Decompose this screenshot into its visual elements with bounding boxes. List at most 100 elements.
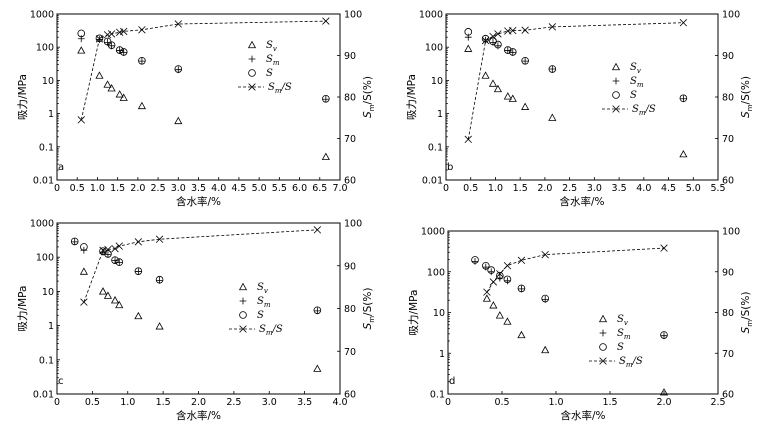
data-point-circle: [481, 261, 490, 270]
x-tick-label: 0.5: [70, 183, 85, 194]
y2-axis-label: Sm/S(%): [362, 288, 376, 330]
data-point-triangle: [321, 152, 330, 160]
ratio-line: [83, 229, 318, 303]
series-Sv: [464, 44, 688, 158]
data-point-circle: [95, 34, 104, 43]
data-point-plus: [660, 332, 668, 340]
panel-c-tag: c: [58, 376, 64, 387]
data-point-x: [174, 20, 182, 28]
legend-label: Sm: [630, 76, 644, 89]
y-tick-label: 0.1: [39, 355, 54, 366]
legend-marker-plus: [599, 329, 607, 337]
series-Sm-S: [483, 244, 668, 296]
data-point-triangle: [110, 296, 120, 304]
legend-label: S: [617, 342, 624, 353]
data-point-x: [115, 242, 123, 250]
y2-tick-label: 70: [722, 349, 734, 360]
y-tick-label: 1000: [30, 219, 54, 230]
y2-tick-label: 60: [722, 176, 734, 187]
data-point-circle: [80, 243, 88, 251]
y-tick-label: 100: [427, 267, 445, 278]
ratio-line: [467, 22, 684, 140]
x-tick-label: 5.5: [272, 183, 287, 194]
x-tick-label: 2.0: [537, 183, 552, 194]
data-point-circle: [481, 34, 490, 43]
series-Sv: [77, 46, 330, 160]
x-tick-label: 3.5: [612, 183, 627, 194]
data-point-x: [679, 19, 688, 27]
data-point-circle: [134, 267, 143, 275]
series-S: [77, 29, 330, 103]
y2-tick-label: 90: [344, 261, 356, 272]
x-tick-label: 0: [445, 397, 451, 408]
data-point-circle: [70, 237, 79, 246]
data-point-x: [322, 17, 330, 25]
data-point-triangle: [155, 322, 164, 330]
x-tick-label: 0: [443, 183, 449, 194]
data-point-triangle: [503, 317, 512, 325]
y2-tick-label: 80: [722, 93, 734, 104]
x-tick-label: 4.5: [661, 183, 676, 194]
data-point-x: [541, 250, 549, 259]
x-tick-label: 1.5: [156, 397, 171, 408]
data-point-x: [481, 36, 490, 45]
legend-label: Sm/S: [268, 82, 292, 95]
x-tick-label: 6.0: [292, 183, 307, 194]
legend-label: Sm: [257, 296, 271, 309]
data-point-x: [155, 235, 164, 243]
y2-tick-label: 60: [344, 390, 356, 401]
legend-label: S: [257, 310, 264, 321]
data-point-circle: [111, 256, 119, 264]
x-tick-label: 4.0: [636, 183, 651, 194]
data-point-plus: [116, 47, 124, 54]
data-point-plus: [138, 57, 146, 65]
data-point-x: [489, 32, 497, 41]
y2-tick-label: 70: [344, 347, 356, 358]
data-point-circle: [508, 48, 517, 56]
data-point-triangle: [313, 364, 322, 372]
data-point-triangle: [464, 44, 473, 52]
legend-label: Sm: [617, 328, 631, 341]
data-point-triangle: [107, 84, 116, 92]
legend-label: Sv: [617, 314, 628, 327]
y-tick-label: 0.01: [422, 176, 443, 187]
data-point-plus: [174, 66, 182, 74]
data-point-triangle: [517, 330, 526, 339]
data-point-triangle: [503, 92, 512, 100]
x-tick-label: 3.5: [191, 183, 206, 194]
y2-tick-label: 80: [344, 304, 356, 315]
data-point-triangle: [548, 113, 557, 121]
y-tick-label: 0.1: [39, 142, 54, 153]
x-tick-label: 3.0: [587, 183, 602, 194]
legend-label: Sm/S: [632, 104, 656, 117]
panel-a-tag: a: [58, 162, 64, 173]
y-tick-label: 100: [36, 43, 54, 54]
data-point-triangle: [495, 311, 504, 319]
data-point-plus: [134, 268, 142, 275]
data-point-x: [483, 288, 491, 296]
data-point-plus: [521, 57, 529, 65]
data-point-plus: [313, 307, 321, 315]
plot-frame: [447, 230, 719, 395]
y-tick-label: 0.1: [428, 142, 443, 153]
legend-marker-x: [612, 105, 620, 113]
data-point-triangle: [103, 291, 113, 299]
x-tick-label: 6.5: [312, 183, 327, 194]
data-point-circle: [471, 256, 479, 264]
data-point-x: [464, 135, 472, 144]
legend-label: Sv: [266, 40, 277, 53]
x-tick-label: 4.0: [211, 183, 226, 194]
x-tick-label: 3.0: [171, 183, 186, 194]
data-point-triangle: [137, 101, 146, 110]
data-point-triangle: [521, 102, 530, 110]
data-point-plus: [115, 259, 123, 266]
y-axis-label: 吸力/MPa: [407, 290, 420, 336]
x-tick-label: 2.0: [191, 397, 206, 408]
panel-b-tag: b: [447, 162, 453, 173]
data-point-triangle: [95, 71, 104, 79]
data-point-plus: [487, 268, 495, 276]
data-point-circle: [77, 29, 86, 38]
